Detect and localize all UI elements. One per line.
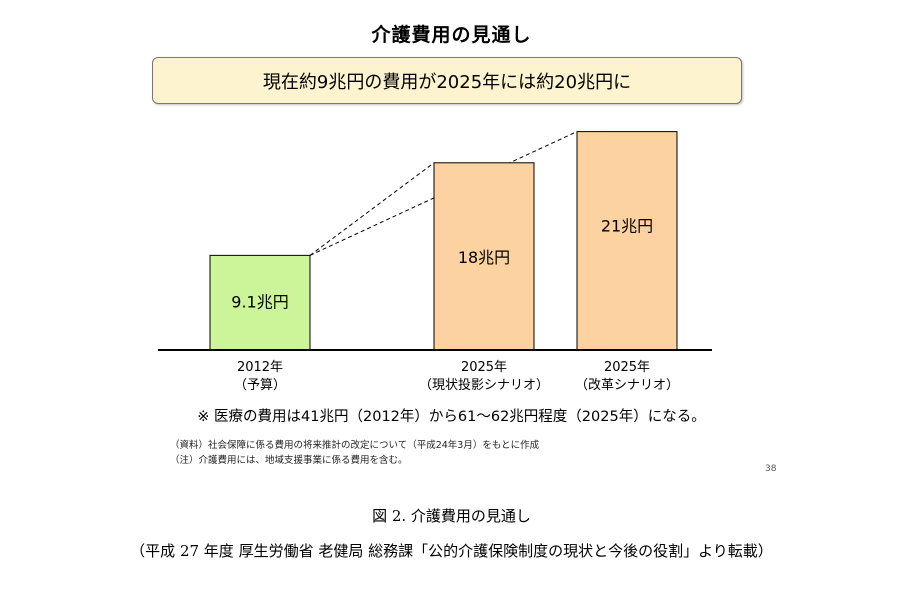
category-sublabel: （改革シナリオ） — [575, 378, 679, 393]
medical-cost-note: ※ 医療の費用は41兆円（2012年）から61～62兆円程度（2025年）になる… — [197, 409, 706, 425]
banner-text: 現在約9兆円の費用が2025年には約20兆円に — [262, 71, 632, 93]
category-label: 2012年 — [237, 360, 283, 375]
category-sublabel: （予算） — [234, 378, 286, 393]
source-note: （資料）社会保障に係る費用の将来推計の改定について（平成24年3月）をもとに作成 — [170, 440, 540, 451]
figure-caption: 図 2. 介護費用の見通し — [372, 507, 531, 525]
figure-credit: （平成 27 年度 厚生労働省 老健局 総務課「公的介護保険制度の現状と今後の役… — [130, 542, 773, 560]
bar — [576, 131, 678, 351]
slide-title: 介護費用の見通し — [371, 24, 532, 46]
footnote: （注）介護費用には、地域支援事業に係る費用を含む。 — [170, 455, 408, 466]
data-label: 18兆円 — [458, 248, 510, 267]
category-sublabel: （現状投影シナリオ） — [419, 377, 549, 393]
bar — [433, 162, 535, 351]
data-label: 9.1兆円 — [231, 293, 288, 312]
page-number: 38 — [765, 464, 777, 474]
category-label: 2025年 — [461, 360, 507, 375]
data-label: 21兆円 — [601, 217, 653, 236]
bar — [209, 254, 311, 351]
bar-chart: 9.1兆円 2012年 （予算） 18兆円 2025年 （現状投影シナリオ） 21兆円 202… — [158, 131, 712, 393]
connector-line — [309, 162, 435, 256]
category-label: 2025年 — [604, 360, 650, 375]
headline-banner: 現在約9兆円の費用が2025年には約20兆円に — [152, 57, 742, 104]
